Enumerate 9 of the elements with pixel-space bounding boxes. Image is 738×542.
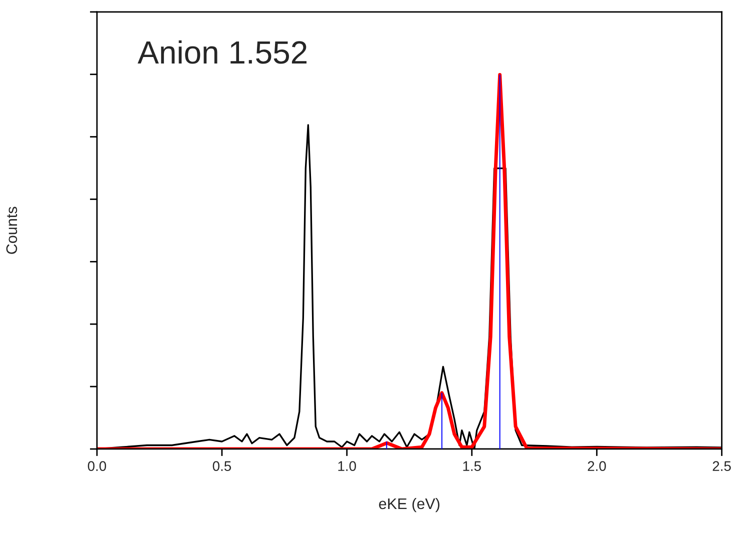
x-tick-label: 0.0 [88,461,106,471]
y-axis-title: Counts [6,206,18,254]
x-axis-title: eKE (eV) [379,498,440,512]
x-tick-label: 2.5 [712,461,731,471]
x-tick-label: 2.0 [588,461,606,471]
x-tick-label: 0.5 [212,461,232,471]
chart-title: Anion 1.552 [138,40,306,64]
x-tick-label: 1.0 [338,461,356,471]
x-tick-label: 1.5 [463,461,481,471]
